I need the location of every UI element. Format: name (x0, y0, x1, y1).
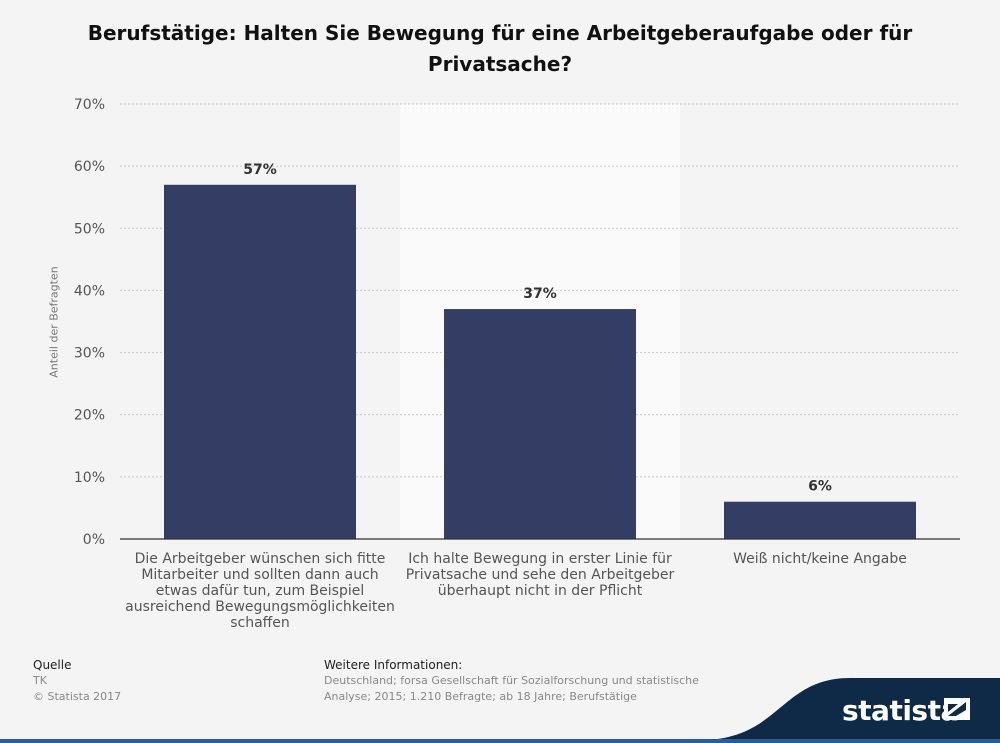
statista-logo[interactable]: statista (842, 694, 959, 727)
bar (164, 184, 356, 540)
statista-logo-icon (944, 698, 970, 720)
bar-value-label: 37% (523, 286, 557, 302)
category-label-private: Ich halte Bewegung in erster Linie für P… (405, 551, 675, 599)
y-tick-label: 40% (74, 283, 105, 299)
y-tick-label: 20% (74, 408, 105, 424)
y-tick-label: 60% (74, 159, 105, 175)
copyright: © Statista 2017 (33, 690, 122, 703)
info-block: Weitere Informationen: Deutschland; fors… (324, 657, 699, 705)
category-label-employer: Die Arbeitgeber wünschen sich fitte Mita… (125, 551, 395, 631)
bar (444, 309, 636, 539)
y-tick-label: 70% (74, 97, 105, 113)
chart-title: Berufstätige: Halten Sie Bewegung für ei… (87, 21, 913, 76)
source-value: TK (33, 674, 47, 687)
source-block: Quelle TK © Statista 2017 (33, 657, 121, 705)
y-tick-label: 30% (74, 346, 105, 362)
y-tick-label: 10% (74, 470, 105, 486)
bar (724, 501, 916, 539)
info-line-2: Analyse; 2015; 1.210 Befragte; ab 18 Jah… (324, 690, 637, 703)
bar-value-label: 57% (243, 162, 277, 178)
y-tick-label: 0% (83, 532, 105, 548)
bar-value-label: 6% (808, 479, 832, 495)
y-tick-label: 50% (74, 221, 105, 237)
info-heading: Weitere Informationen: (324, 658, 463, 672)
category-label-unknown: Weiß nicht/keine Angabe (733, 551, 907, 567)
info-line-1: Deutschland; forsa Gesellschaft für Sozi… (324, 674, 699, 687)
source-heading: Quelle (33, 658, 72, 672)
